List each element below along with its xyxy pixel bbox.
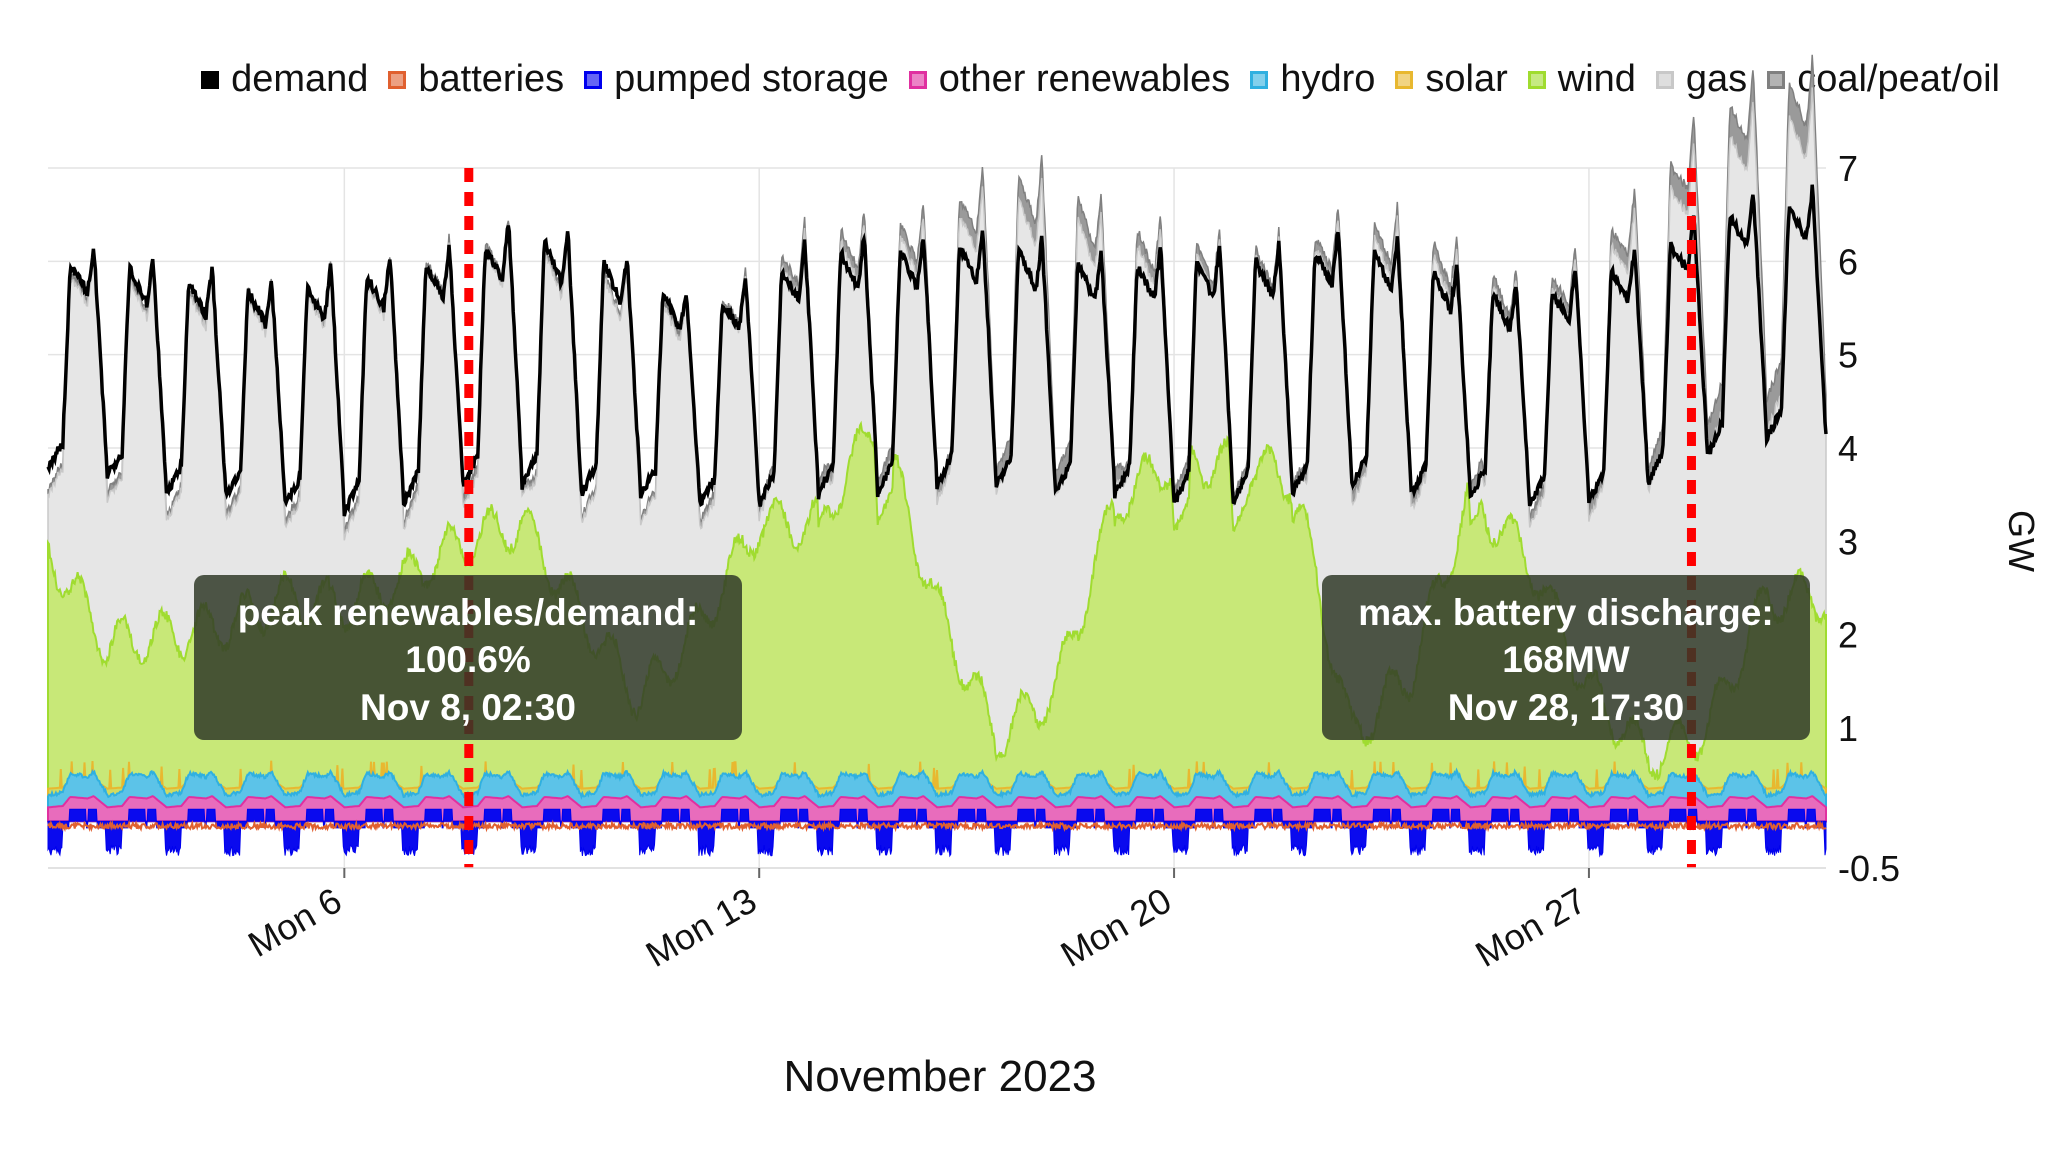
y-tick-label: -0.5 bbox=[1838, 848, 1900, 889]
annotation-peak-time: Nov 8, 02:30 bbox=[360, 686, 576, 728]
y-tick-label: 3 bbox=[1838, 521, 1858, 562]
legend-label: gas bbox=[1685, 58, 1748, 100]
legend-item-demand[interactable]: demand bbox=[201, 58, 368, 101]
legend-swatch bbox=[201, 70, 220, 89]
legend-swatch bbox=[388, 70, 407, 89]
annotation-peak-renewables: peak renewables/demand: 100.6% Nov 8, 02… bbox=[194, 575, 742, 740]
legend-swatch bbox=[1250, 70, 1269, 89]
annotation-peak-title: peak renewables/demand: bbox=[237, 592, 699, 633]
annotation-battery-time: Nov 28, 17:30 bbox=[1447, 686, 1685, 728]
y-tick-label: 5 bbox=[1838, 335, 1858, 376]
legend-item-hydro[interactable]: hydro bbox=[1250, 58, 1375, 101]
legend-label: pumped storage bbox=[614, 58, 889, 100]
chart-legend: demand batteries pumped storage other renew… bbox=[201, 58, 2000, 101]
legend-item-batteries[interactable]: batteries bbox=[388, 58, 564, 101]
legend-label: hydro bbox=[1280, 58, 1376, 100]
y-tick-label: 4 bbox=[1838, 428, 1858, 469]
annotation-peak-value: 100.6% bbox=[405, 639, 531, 681]
x-tick-label: Mon 13 bbox=[639, 879, 763, 975]
x-axis-label: November 2023 bbox=[783, 1052, 1097, 1101]
legend-label: wind bbox=[1557, 58, 1636, 100]
legend-swatch bbox=[584, 70, 603, 89]
y-tick-label: 6 bbox=[1838, 241, 1858, 282]
legend-swatch bbox=[1655, 70, 1674, 89]
annotation-battery-title: max. battery discharge: bbox=[1358, 592, 1774, 633]
legend-item-other-renewables[interactable]: other renewables bbox=[908, 58, 1231, 101]
legend-label: coal/peat/oil bbox=[1797, 58, 2000, 100]
legend-swatch bbox=[1527, 70, 1546, 89]
legend-swatch bbox=[1395, 70, 1414, 89]
series-pumped-storage-area bbox=[47, 808, 1827, 858]
legend-label: batteries bbox=[418, 58, 565, 100]
series-demand-line bbox=[46, 184, 1828, 517]
y-tick-label: 7 bbox=[1838, 148, 1858, 189]
legend-swatch bbox=[1767, 70, 1786, 89]
y-tick-label: 1 bbox=[1838, 708, 1858, 749]
legend-item-coal-peat-oil[interactable]: coal/peat/oil bbox=[1767, 58, 2000, 101]
legend-item-solar[interactable]: solar bbox=[1395, 58, 1508, 101]
legend-label: solar bbox=[1425, 58, 1508, 100]
y-axis-label: GW bbox=[2000, 510, 2042, 572]
x-tick-label: Mon 6 bbox=[241, 879, 348, 965]
legend-swatch bbox=[908, 70, 927, 89]
legend-item-gas[interactable]: gas bbox=[1655, 58, 1748, 101]
annotation-max-battery: max. battery discharge: 168MW Nov 28, 17… bbox=[1322, 575, 1810, 740]
y-tick-label: 2 bbox=[1838, 615, 1858, 656]
x-tick-label: Mon 20 bbox=[1054, 879, 1178, 975]
annotation-battery-value: 168MW bbox=[1502, 639, 1630, 681]
x-tick-label: Mon 27 bbox=[1468, 879, 1592, 975]
series-batteries-line bbox=[47, 819, 1827, 833]
legend-label: other renewables bbox=[938, 58, 1231, 100]
legend-item-pumped-storage[interactable]: pumped storage bbox=[584, 58, 889, 101]
legend-label: demand bbox=[231, 58, 369, 100]
legend-item-wind[interactable]: wind bbox=[1527, 58, 1636, 101]
